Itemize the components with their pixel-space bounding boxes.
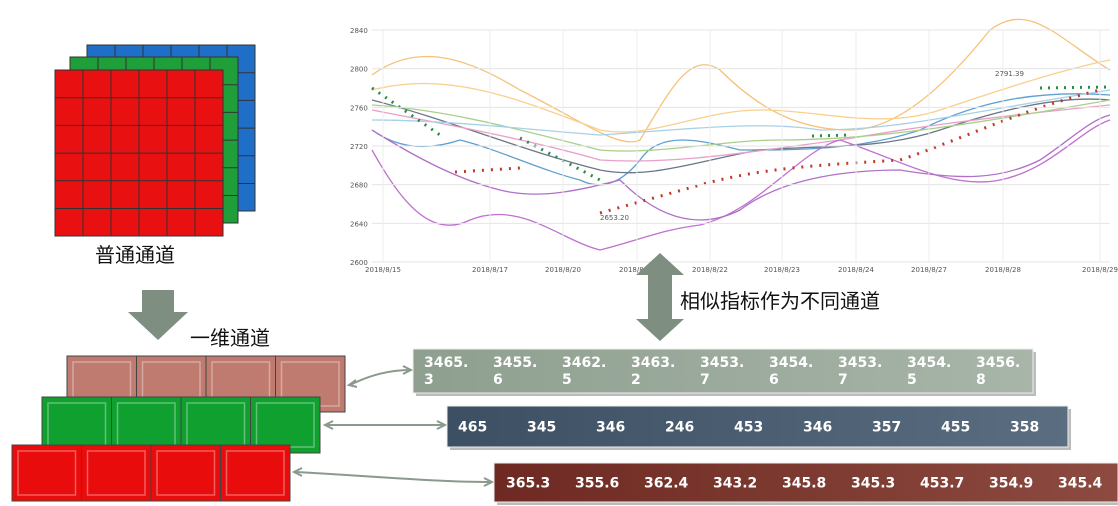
x-tick-label: 2018/8/23 <box>764 266 800 274</box>
double-arrow <box>636 253 684 341</box>
value-label: 3462. 5 <box>562 355 606 388</box>
x-tick-label: 2018/8/20 <box>545 266 581 274</box>
value-label: 357 <box>872 420 901 436</box>
value-label: 345.4 <box>1058 476 1103 492</box>
y-tick-label: 2600 <box>350 259 368 267</box>
x-tick-label: 2018/8/28 <box>985 266 1021 274</box>
value-label: 455 <box>941 420 970 436</box>
caption: 一维通道 <box>190 326 270 350</box>
value-label: 346 <box>596 420 625 436</box>
caption: 普通通道 <box>95 243 175 267</box>
value-label: 358 <box>1010 420 1039 436</box>
value-bar <box>446 405 1069 448</box>
y-tick-label: 2720 <box>350 143 368 151</box>
value-label: 355.6 <box>575 476 619 492</box>
value-label: 3453. 7 <box>700 355 744 388</box>
channel-stack <box>11 44 346 502</box>
x-tick-label: 2018/8/15 <box>365 266 401 274</box>
value-bar <box>412 348 1034 394</box>
value-label: 453 <box>734 420 763 436</box>
value-label: 3454. 5 <box>907 355 951 388</box>
x-tick-label: 2018/8/17 <box>472 266 508 274</box>
value-label: 354.9 <box>989 476 1033 492</box>
block-face <box>156 450 216 496</box>
block-face <box>116 402 176 448</box>
dots-red <box>454 88 1101 215</box>
value-label: 3453. 7 <box>838 355 882 388</box>
value-bar <box>493 462 1118 503</box>
block-face <box>186 402 246 448</box>
value-label: 345.8 <box>782 476 826 492</box>
block-face <box>17 450 77 496</box>
value-label: 3465. 3 <box>424 355 468 388</box>
value-label: 345.3 <box>851 476 895 492</box>
x-tick-label: 2018/8/29 <box>1082 266 1118 274</box>
value-label: 3463. 2 <box>631 355 675 388</box>
x-tick-label: 2018/8/21 <box>619 266 655 274</box>
x-tick-label: 2018/8/22 <box>692 266 728 274</box>
block-face <box>255 402 315 448</box>
y-tick-label: 2840 <box>350 27 368 35</box>
y-tick-label: 2800 <box>350 66 368 74</box>
value-label: 246 <box>665 420 694 436</box>
block-face <box>86 450 146 496</box>
down-arrow <box>128 290 188 340</box>
x-tick-label: 2018/8/24 <box>838 266 874 274</box>
y-tick-label: 2680 <box>350 182 368 190</box>
value-label: 3456. 8 <box>976 355 1020 388</box>
connectors <box>291 365 495 487</box>
value-label: 362.4 <box>644 476 689 492</box>
value-label: 3455. 6 <box>493 355 537 388</box>
value-label: 465 <box>458 420 487 436</box>
annotation: 2791.39 <box>995 70 1024 78</box>
caption: 相似指标作为不同通道 <box>680 289 880 313</box>
block-face <box>47 402 107 448</box>
value-label: 345 <box>527 420 556 436</box>
block-face <box>225 450 285 496</box>
value-label: 343.2 <box>713 476 757 492</box>
value-label: 3454. 6 <box>769 355 813 388</box>
value-label: 453.7 <box>920 476 964 492</box>
x-tick-label: 2018/8/27 <box>911 266 947 274</box>
annotation: 2653.20 <box>600 214 629 222</box>
value-label: 365.3 <box>506 476 550 492</box>
y-tick-label: 2640 <box>350 220 368 228</box>
dots-green <box>371 85 1111 182</box>
value-label: 346 <box>803 420 832 436</box>
y-tick-label: 2760 <box>350 104 368 112</box>
